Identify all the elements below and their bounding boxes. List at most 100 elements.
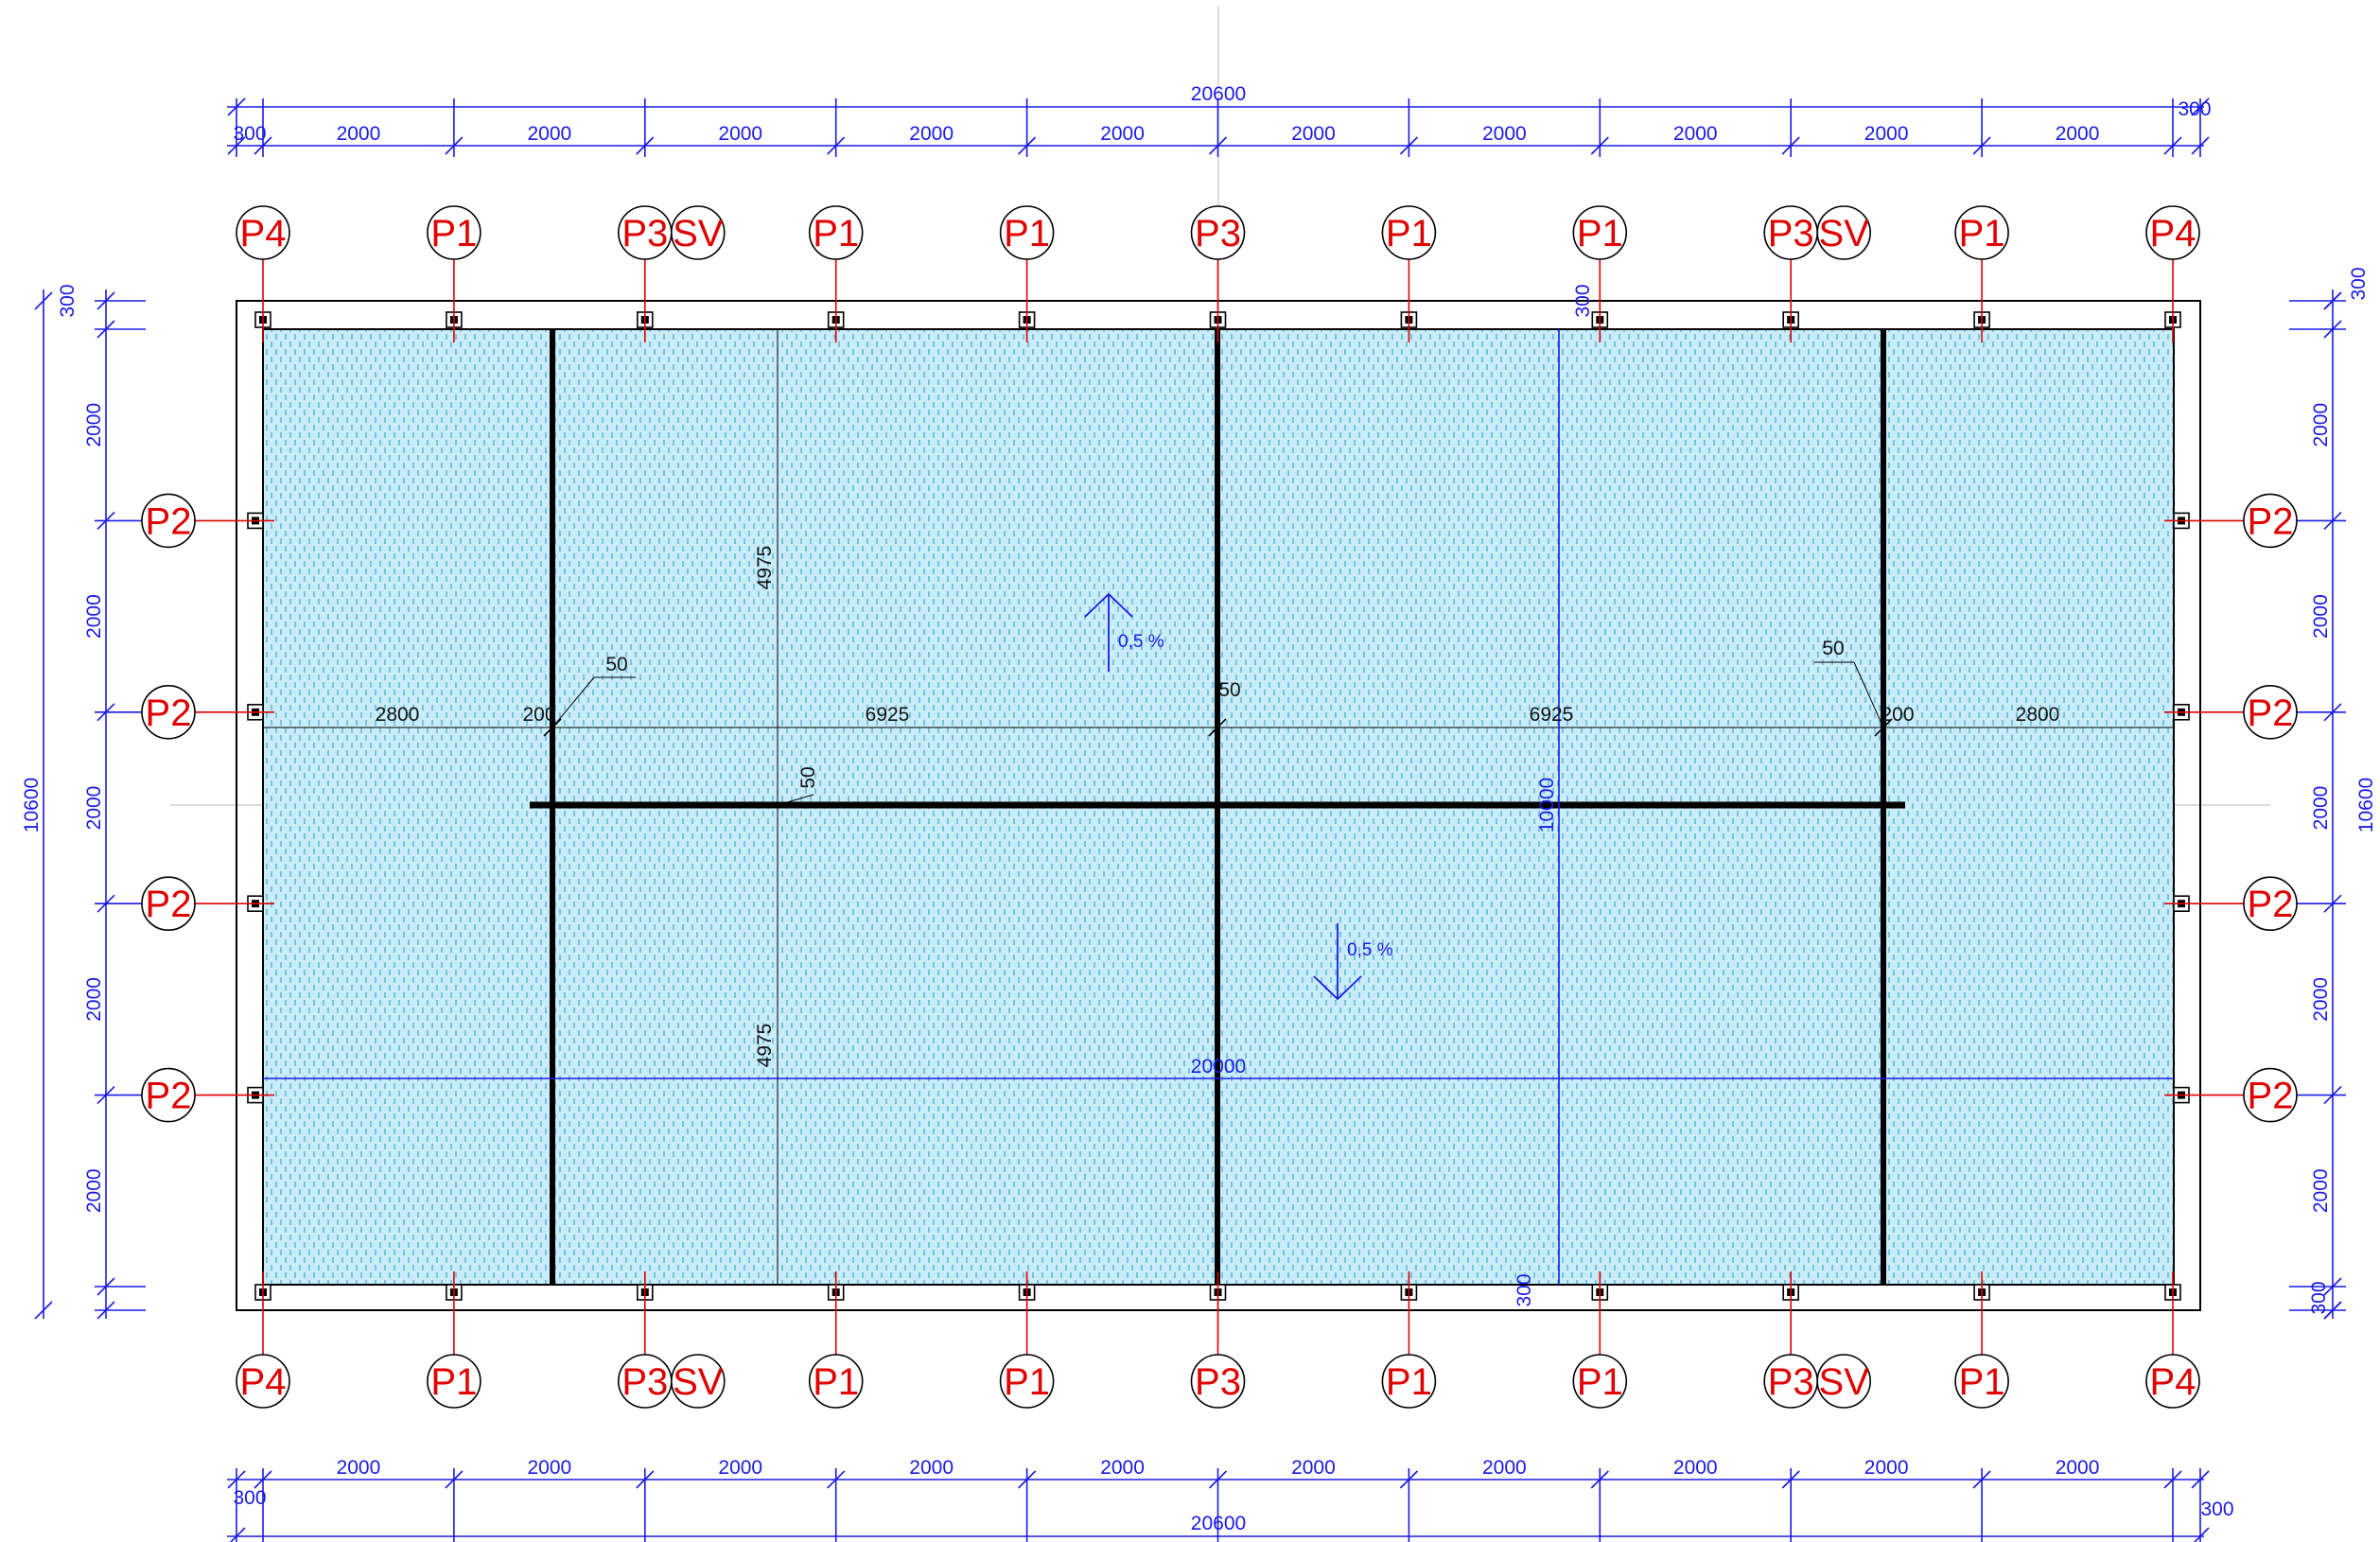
pile-tag-label: P1 xyxy=(430,1361,477,1403)
bay-dim-left: 2000 xyxy=(83,786,105,831)
pile-tag-label: P2 xyxy=(146,1076,192,1117)
bay-dim-bottom: 2000 xyxy=(1100,1457,1145,1479)
sv-tag-top: SV xyxy=(1816,205,1871,260)
pile-tag-bottom: P1 xyxy=(1954,1271,2009,1409)
pile-tag-label: P2 xyxy=(2248,692,2294,734)
pile-tag-bottom: P1 xyxy=(808,1271,864,1409)
pile-tag-label: P1 xyxy=(813,1361,859,1403)
joint-50-right: 50 xyxy=(1822,638,1844,659)
pile-tag-top: P1 xyxy=(1572,205,1628,342)
sv-tag-top: SV xyxy=(670,205,726,260)
bay-dim-top: 2000 xyxy=(718,123,762,145)
half-width-lower: 4975 xyxy=(754,1024,776,1068)
pile-tag-top: P1 xyxy=(1954,205,2009,342)
overall-width-right: 10600 xyxy=(2355,778,2377,832)
bay-dim-top: 2000 xyxy=(909,123,954,145)
inner-span-left: 6925 xyxy=(866,704,910,726)
bay-dim-bottom: 2000 xyxy=(718,1457,762,1479)
slope-arrow-up: 0,5 % xyxy=(1084,592,1164,672)
overall-dimension-top: 20600 xyxy=(1191,83,1246,105)
edge-offset-top-left: 300 xyxy=(233,123,266,145)
bay-dim-top: 2000 xyxy=(1291,123,1336,145)
pile-tag-label: P3 xyxy=(621,213,668,254)
pile-tag-bottom: P1 xyxy=(1572,1271,1628,1409)
pile-tag-label: P3 xyxy=(1195,213,1241,254)
bay-dim-bottom: 2000 xyxy=(1291,1457,1336,1479)
pile-tag-top: P3 xyxy=(1190,205,1246,342)
pile-tag-label: P2 xyxy=(2248,884,2294,925)
pile-tag-label: P2 xyxy=(2248,500,2294,542)
grid-lines xyxy=(263,329,2174,1285)
pile-tag-right: P2 xyxy=(2164,876,2298,932)
bay-dim-bottom: 2000 xyxy=(2056,1457,2100,1479)
bay-dim-top: 2000 xyxy=(1673,123,1718,145)
edge-offset-inner-bottom: 300 xyxy=(1514,1273,1535,1306)
pile-tag-top: P1 xyxy=(1381,205,1437,342)
pile-tag-label: P1 xyxy=(813,213,859,254)
pile-tag-bottom: P4 xyxy=(236,1271,290,1409)
pile-tag-left: P2 xyxy=(141,1067,274,1123)
pile-tag-label: P2 xyxy=(146,884,192,925)
bay-dim-bottom: 2000 xyxy=(1673,1457,1718,1479)
bay-dim-right: 2000 xyxy=(2310,977,2332,1022)
bay-dim-top: 2000 xyxy=(527,123,571,145)
pile-tag-top: P4 xyxy=(2145,205,2200,342)
pile-tag-label: P1 xyxy=(1386,1361,1432,1403)
overall-length-bottom: 20600 xyxy=(1191,1513,1246,1534)
pile-tag-label: P1 xyxy=(430,213,477,254)
pile-tag-label: P4 xyxy=(2150,1361,2196,1403)
overall-width-left: 10600 xyxy=(21,778,43,832)
pile-tag-label: P1 xyxy=(1959,213,2005,254)
pile-tag-label: P2 xyxy=(2248,1076,2294,1117)
joint-200-left: 200 xyxy=(522,704,555,726)
joint-50-center: 50 xyxy=(1218,679,1240,701)
inner-length-label: 20000 xyxy=(1191,1056,1246,1078)
bay-dim-top: 2000 xyxy=(1482,123,1527,145)
bay-dim-bottom: 2000 xyxy=(909,1457,954,1479)
sv-label: SV xyxy=(1819,1361,1870,1403)
pile-tag-left: P2 xyxy=(141,493,274,549)
overall-length-top: 20600 xyxy=(1191,83,1246,105)
edge-offset-bottom-left: 300 xyxy=(233,1487,266,1509)
edge-offset-right-bottom: 300 xyxy=(2308,1281,2330,1314)
pile-tag-right: P2 xyxy=(2164,493,2298,549)
pile-tag-top: P3 xyxy=(1763,205,1818,342)
bay-dim-left: 2000 xyxy=(83,594,105,639)
pile-tag-bottom: P1 xyxy=(999,1271,1055,1409)
pile-tag-bottom: P4 xyxy=(2145,1271,2200,1409)
pile-tag-left: P2 xyxy=(141,684,274,740)
pile-tag-right: P2 xyxy=(2164,684,2298,740)
bay-dim-right: 2000 xyxy=(2310,786,2332,831)
pile-tag-bottom: P1 xyxy=(1381,1271,1437,1409)
bay-dim-bottom: 2000 xyxy=(1864,1457,1909,1479)
bay-dim-right: 2000 xyxy=(2310,1168,2332,1213)
pile-tag-top: P1 xyxy=(808,205,864,342)
dimension-lines: 300 300 2000 2000 2000 2000 2000 2000 2000 2000 20… xyxy=(34,97,2370,1542)
overall-dimension-bottom: 20600 xyxy=(1191,1513,1246,1534)
pile-tag-label: P3 xyxy=(1768,213,1814,254)
slope-arrow-down: 0,5 % xyxy=(1313,923,1393,1001)
pile-tag-label: P4 xyxy=(240,213,287,254)
pile-tag-bottom: P3 xyxy=(617,1271,673,1409)
pile-tag-top: P1 xyxy=(427,205,481,342)
pile-tag-label: P2 xyxy=(146,692,192,734)
inner-dimensions: 4975 4975 2800 2800 6925 6925 200 200 50… xyxy=(376,546,2060,1068)
bay-dim-left: 2000 xyxy=(83,403,105,447)
pile-tag-bottom: P1 xyxy=(427,1271,481,1409)
joint-50-left: 50 xyxy=(605,654,627,675)
pile-tag-label: P1 xyxy=(1577,213,1623,254)
sv-label: SV xyxy=(1819,213,1870,254)
pile-tag-bottom: P3 xyxy=(1763,1271,1818,1409)
edge-offset-left-top: 300 xyxy=(57,284,79,317)
bay-dim-right: 2000 xyxy=(2310,594,2332,639)
pile-tag-label: P2 xyxy=(146,500,192,542)
pile-tag-label: P1 xyxy=(1004,1361,1050,1403)
outer-bay-left: 2800 xyxy=(376,704,420,726)
outer-bay-right: 2800 xyxy=(2016,704,2060,726)
joint-50-vertical: 50 xyxy=(797,766,819,788)
pile-tag-bottom: P3 xyxy=(1190,1271,1246,1409)
pile-tag-label: P4 xyxy=(2150,213,2196,254)
edge-offset-inner-top: 300 xyxy=(1572,284,1594,317)
